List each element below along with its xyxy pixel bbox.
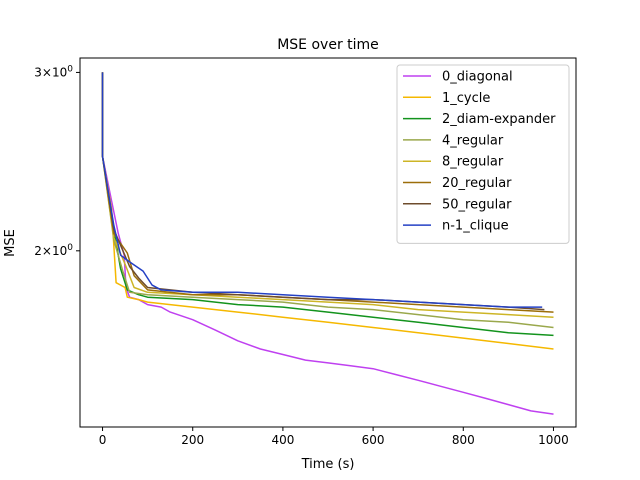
x-tick-label: 400	[271, 433, 294, 447]
legend: 0_diagonal 1_cycle 2_diam-expander 4_regula…	[396, 64, 570, 244]
legend-label-1_cycle: 1_cycle	[442, 91, 490, 106]
legend-label-50_regular: 50_regular	[442, 197, 512, 212]
series-line-n-1_clique	[101, 72, 543, 308]
y-axis-label: MSE	[3, 229, 18, 257]
chart-title: MSE over time	[277, 37, 379, 53]
legend-label-2_diam-expander: 2_diam-expander	[442, 112, 556, 127]
x-axis-label: Time (s)	[301, 457, 355, 472]
x-tick-label: 200	[181, 433, 204, 447]
x-tick-label: 800	[452, 433, 475, 447]
series-line-8_regular	[101, 72, 554, 318]
y-tick-label: 2×100	[34, 243, 73, 258]
series-line-4_regular	[101, 72, 554, 329]
legend-box	[396, 64, 570, 244]
legend-label-4_regular: 4_regular	[442, 133, 504, 148]
plot-frame	[79, 57, 577, 428]
x-tick-label: 0	[99, 433, 107, 447]
legend-label-8_regular: 8_regular	[442, 155, 504, 170]
series-line-0_diagonal	[101, 72, 554, 415]
legend-label-20_regular: 20_regular	[442, 176, 512, 191]
x-axis: 0 200 400 600 800 1000	[99, 427, 569, 447]
y-tick-label: 3×100	[34, 64, 73, 79]
plot-area	[101, 72, 554, 415]
legend-label-n-1_clique: n-1_clique	[442, 219, 509, 234]
series-line-1_cycle	[101, 72, 554, 350]
legend-label-0_diagonal: 0_diagonal	[442, 70, 513, 85]
x-tick-label: 1000	[538, 433, 569, 447]
x-tick-label: 600	[362, 433, 385, 447]
y-axis: 2×100 3×100	[34, 64, 80, 258]
